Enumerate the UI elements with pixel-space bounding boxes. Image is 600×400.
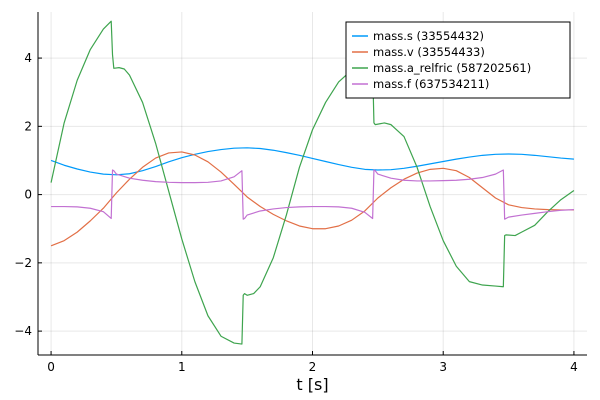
series-line-2	[50, 151, 574, 247]
ticks: 0 1 2 3 4 −4 −2 0 2 4	[14, 51, 577, 374]
series-line-4	[51, 169, 574, 220]
legend: mass.s (33554432) mass.v (33554433) mass.a…	[345, 21, 571, 99]
x-tick-label: 3	[439, 360, 447, 374]
y-tick-label: 2	[24, 119, 32, 133]
y-tick-label: −4	[14, 324, 32, 338]
x-tick-label: 0	[47, 360, 55, 374]
legend-label: mass.a_relfric (587202561)	[373, 61, 531, 75]
series	[50, 20, 575, 345]
x-axis-title: t [s]	[296, 375, 328, 394]
y-tick-label: 0	[24, 188, 32, 202]
legend-label: mass.v (33554433)	[373, 45, 485, 59]
y-tick-label: −2	[14, 256, 32, 270]
x-tick-label: 2	[309, 360, 317, 374]
series-line-3	[50, 20, 575, 345]
x-tick-label: 4	[570, 360, 578, 374]
y-tick-label: 4	[24, 51, 32, 65]
legend-box	[345, 21, 571, 99]
legend-label: mass.f (637534211)	[373, 77, 489, 91]
x-tick-label: 1	[178, 360, 186, 374]
legend-label: mass.s (33554432)	[373, 29, 484, 43]
